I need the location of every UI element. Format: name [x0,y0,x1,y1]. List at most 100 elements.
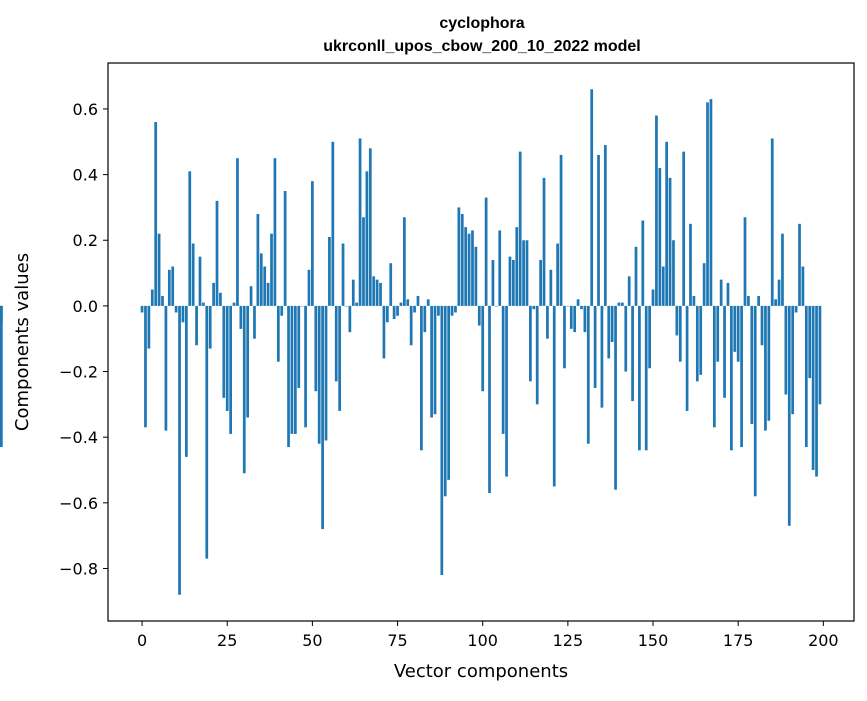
bar-87 [437,305,440,316]
bar-39 [273,158,277,306]
bar-12 [181,305,185,323]
bar-139 [614,305,617,490]
bar-164 [699,305,703,375]
y-tick-label: 0.0 [73,297,98,316]
bar-33 [253,305,256,339]
bar-136 [603,145,607,306]
bar-4 [154,122,158,306]
bar-15 [191,243,195,306]
y-axis-label: Components values [12,253,33,431]
bar-138 [610,305,614,342]
bar-98 [474,246,478,306]
bar-70 [379,282,382,306]
bar-189 [784,305,788,395]
bar-191 [791,305,795,415]
bar-58 [338,305,341,411]
bar-165 [702,263,706,306]
bar-47 [300,305,304,307]
bar-85 [430,305,433,418]
bar-49 [307,269,311,306]
bar-56 [331,141,335,306]
bar-114 [529,305,532,382]
bar-48 [304,305,307,428]
bar-6 [161,296,164,306]
bar-66 [365,171,369,306]
bar-23 [219,292,222,306]
bar-100 [481,305,485,392]
bar-144 [631,305,634,402]
bar-24 [222,305,226,398]
bar-155 [668,177,672,306]
bar-28 [236,158,239,306]
bar-142 [624,305,628,372]
bar-97 [471,230,474,306]
bar-162 [692,296,696,306]
y-tick-label: −0.4 [59,428,98,447]
bar-103 [491,259,495,306]
bar-19 [205,305,209,559]
bar-64 [358,138,362,306]
bar-5 [157,233,161,306]
bar-32 [249,286,253,306]
bar-185 [770,138,774,306]
bar-130 [583,305,587,333]
bar-57 [334,305,338,382]
bar-177 [743,217,747,306]
x-tick-label: 25 [217,631,237,650]
bar-30 [242,305,246,474]
bar-99 [477,305,481,326]
bar-101 [484,197,488,306]
bar-146 [638,305,641,451]
y-tick-label: −0.6 [59,494,98,513]
bar-9 [171,266,175,306]
bar-154 [665,141,669,306]
x-tick-label: 75 [387,631,407,650]
bar-168 [712,305,716,428]
y-tick-label: 0.6 [73,100,98,119]
bar-128 [576,299,580,306]
bar-145 [634,246,638,306]
bar-161 [689,223,692,306]
bar-75 [396,305,399,316]
bar-37 [266,282,270,306]
bar-110 [515,227,519,306]
bar-90 [447,305,451,480]
bar-137 [607,305,611,359]
bar-73 [389,263,393,306]
bar-46 [297,305,301,388]
bar-121 [552,305,556,487]
bar-35 [259,253,263,306]
bar-157 [675,305,679,336]
bar-115 [532,305,536,310]
bar-199 [818,305,822,405]
bar-140 [617,302,621,306]
bar-176 [740,305,743,448]
bar-111 [518,151,522,306]
x-axis-ticks: 0 25 50 75 100 125 150 175 200 [137,621,839,650]
bar-117 [539,259,542,306]
bar-147 [641,220,645,306]
bar-83 [423,305,427,333]
bar-22 [215,200,219,306]
bar-124 [563,305,566,369]
bar-93 [457,207,461,306]
bar-74 [392,305,396,320]
x-tick-label: 175 [723,631,754,650]
bar-1 [144,305,147,428]
chart-title: cyclophora [439,15,524,32]
x-tick-label: 50 [302,631,322,650]
bar-61 [348,305,352,333]
x-tick-label: 125 [553,631,584,650]
bar-62 [351,279,355,306]
bar-96 [467,233,471,306]
bar-198 [815,305,818,477]
x-tick-label: 200 [808,631,839,650]
bar-91 [450,305,454,316]
bar-92 [454,305,457,313]
bar-180 [753,305,757,497]
bar-89 [443,305,447,497]
bar-41 [280,305,284,316]
bar-181 [757,296,760,306]
bar-8 [167,269,171,306]
